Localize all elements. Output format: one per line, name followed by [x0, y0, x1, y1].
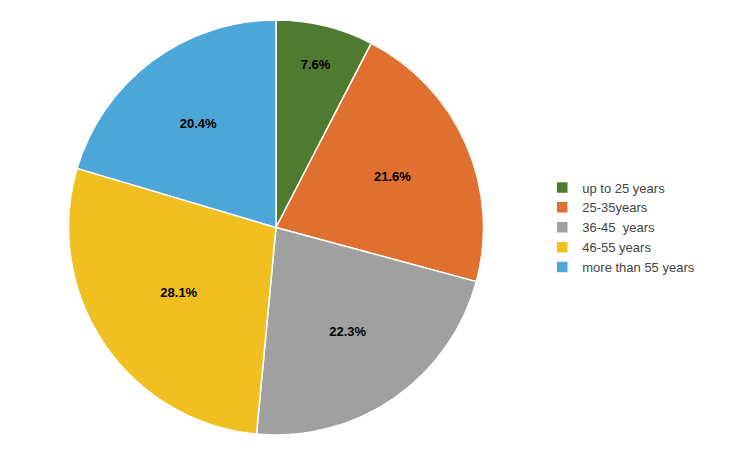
svg-text:36-45 years: 36-45 years [582, 220, 655, 235]
svg-text:7.6%: 7.6% [301, 57, 331, 72]
svg-text:20.4%: 20.4% [180, 116, 217, 131]
svg-text:up to 25 years: up to 25 years [582, 181, 665, 196]
svg-text:22.3%: 22.3% [329, 324, 366, 339]
svg-text:25-35years: 25-35years [582, 200, 648, 215]
svg-text:21.6%: 21.6% [374, 169, 411, 184]
svg-text:46-55 years: 46-55 years [582, 240, 651, 255]
svg-text:more than 55 years: more than 55 years [582, 260, 695, 275]
svg-text:28.1%: 28.1% [160, 285, 197, 300]
